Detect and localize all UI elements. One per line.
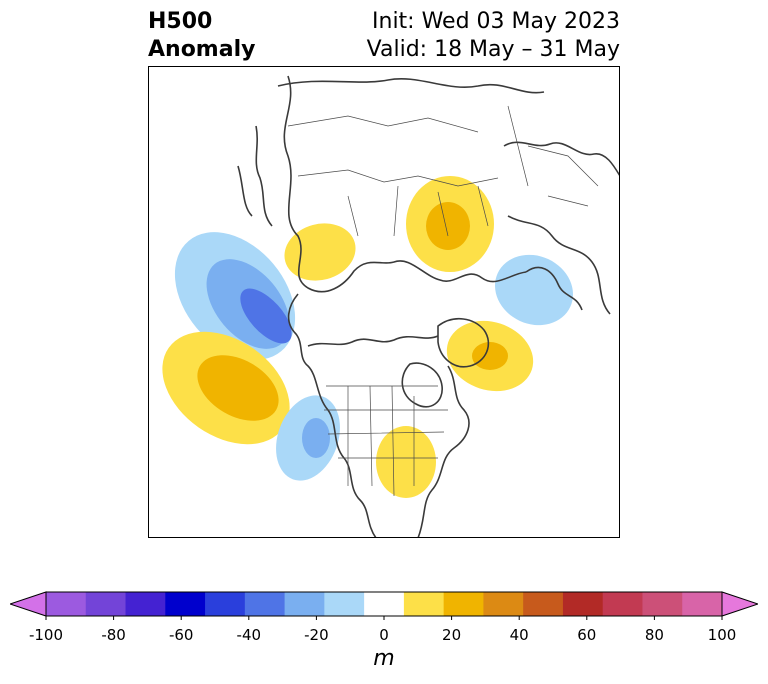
title-line-2: Anomaly	[148, 37, 256, 62]
pos-anomaly-eastern-us	[376, 426, 436, 498]
pos-anomaly-eastern-siberia	[284, 223, 356, 281]
title-line-1: H500	[148, 9, 213, 34]
political-borders	[287, 105, 599, 497]
colorbar-segment	[205, 592, 246, 616]
colorbar-segment	[85, 592, 127, 616]
neg-anomaly-eastern-europe	[495, 254, 573, 326]
neg-anomaly-western-us	[276, 395, 340, 481]
anomaly-map	[148, 66, 620, 538]
pos-anomaly-western-russia	[406, 176, 494, 272]
colorbar-tick-label: 100	[707, 626, 737, 644]
colorbar-segments	[10, 591, 758, 617]
colorbar-segment	[324, 592, 365, 616]
colorbar-segment	[602, 592, 643, 616]
colorbar-segment	[46, 592, 87, 616]
colorbar-max-extend	[721, 591, 758, 617]
colorbar-segment	[364, 592, 405, 616]
colorbar-segment	[125, 592, 166, 616]
colorbar-segment	[403, 592, 445, 616]
colorbar-tick-label: -20	[304, 626, 329, 644]
colorbar-segment	[523, 592, 564, 616]
colorbar-tick-label: -80	[101, 626, 126, 644]
anomaly-shading	[162, 176, 573, 498]
colorbar-tick-label: -60	[168, 626, 194, 644]
colorbar-segment	[284, 592, 325, 616]
colorbar-segment	[642, 592, 683, 616]
colorbar-tick-label: 80	[644, 626, 664, 644]
colorbar-tick-label: -100	[28, 626, 64, 644]
valid-period: Init: Wed 03 May 2023 Valid: 18 May – 31…	[367, 8, 620, 64]
colorbar-segment	[244, 592, 286, 616]
colorbar-tick-label: 0	[379, 626, 389, 644]
colorbar-tick-label: 20	[442, 626, 462, 644]
colorbar-tick-label: 60	[577, 626, 597, 644]
neg-anomaly-gulf-of-alaska	[174, 232, 296, 360]
colorbar-tick-label: -40	[236, 626, 262, 644]
valid-range: Valid: 18 May – 31 May	[366, 37, 620, 62]
colorbar-segment	[562, 592, 604, 616]
colorbar	[10, 591, 758, 620]
colorbar-unit: m	[373, 646, 395, 671]
colorbar-ticks	[45, 616, 723, 620]
colorbar-tick-label: 40	[509, 626, 529, 644]
colorbar-segment	[483, 592, 524, 616]
colorbar-segment	[682, 592, 723, 616]
map-title: H500 Anomaly	[148, 8, 255, 64]
colorbar-segment	[165, 592, 206, 616]
colorbar-segment	[443, 592, 484, 616]
colorbar-min-extend	[10, 591, 47, 617]
pos-anomaly-north-pacific	[162, 331, 290, 445]
pos-anomaly-north-atlantic	[446, 320, 534, 392]
init-date: Init: Wed 03 May 2023	[372, 9, 620, 34]
